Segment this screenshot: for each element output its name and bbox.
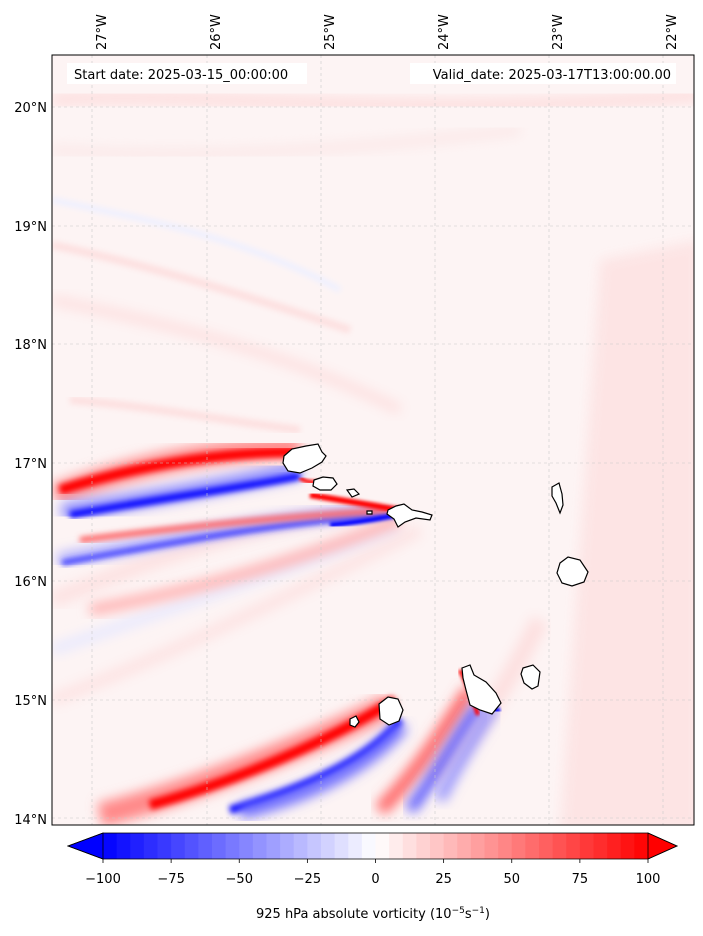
map-gridlines [52, 55, 694, 825]
colorbar-segment [430, 833, 445, 859]
colorbar-tick-label: −50 [226, 872, 253, 887]
colorbar-segment [116, 833, 131, 859]
colorbar-segment [252, 833, 267, 859]
lon-tick-23w: 23°W [551, 14, 566, 50]
colorbar-ticks: −100 −75 −50 −25 0 25 50 75 100 [85, 859, 660, 887]
coastlines [282, 443, 589, 728]
colorbar-segment [539, 833, 554, 859]
lon-tick-27w: 27°W [95, 14, 110, 50]
colorbar-label-end: ) [485, 907, 490, 922]
colorbar-tick-label: 0 [371, 872, 379, 887]
colorbar-max-extension [647, 832, 678, 860]
colorbar-segment [198, 833, 213, 859]
lat-tick-17n: 17°N [14, 457, 47, 472]
island-maio [520, 664, 541, 690]
lon-tick-25w: 25°W [323, 14, 338, 50]
colorbar-segment [620, 833, 635, 859]
colorbar-segment [266, 833, 281, 859]
colorbar-segment [334, 833, 349, 859]
lat-tick-15n: 15°N [14, 694, 47, 709]
colorbar-segment [470, 833, 485, 859]
colorbar-label-mid: s [465, 907, 472, 922]
start-date-box [67, 63, 307, 84]
colorbar-segment [375, 833, 390, 859]
colorbar-segment [348, 833, 363, 859]
colorbar-segment [157, 833, 172, 859]
island-sao-vicente [312, 476, 338, 491]
island-sal [551, 482, 564, 515]
colorbar-segment [280, 833, 295, 859]
lat-tick-19n: 19°N [14, 220, 47, 235]
colorbar-label-main: 925 hPa absolute vorticity (10 [256, 907, 452, 922]
southern-island-wake [97, 669, 501, 825]
colorbar-segment [212, 833, 227, 859]
colorbar-segment [361, 833, 376, 859]
island-santiago [461, 664, 502, 715]
lon-tick-22w: 22°W [665, 14, 680, 50]
lon-tick-24w: 24°W [437, 14, 452, 50]
colorbar-segment [416, 833, 431, 859]
island-fogo [378, 696, 404, 726]
colorbar-tick-label: −25 [294, 872, 321, 887]
colorbar-segment [552, 833, 567, 859]
colorbar-tick-label: 25 [435, 872, 452, 887]
colorbar-segment [389, 833, 404, 859]
colorbar-segment [457, 833, 472, 859]
colorbar-tick-label: 75 [572, 872, 589, 887]
colorbar-label: 925 hPa absolute vorticity (10−5s−1) [256, 906, 490, 922]
colorbar-segment [307, 833, 322, 859]
colorbar-segment [143, 833, 158, 859]
lat-tick-20n: 20°N [14, 101, 47, 116]
island-sao-nicolau [386, 503, 433, 528]
colorbar-segment [321, 833, 336, 859]
colorbar-segment [607, 833, 622, 859]
colorbar-segment [634, 833, 649, 859]
colorbar-segment [579, 833, 594, 859]
colorbar-segment [130, 833, 145, 859]
island-sao-nicolau-islet [366, 510, 373, 515]
colorbar-segment [225, 833, 240, 859]
island-brava [349, 715, 360, 728]
colorbar-segments [103, 833, 649, 859]
colorbar-tick-label: 50 [503, 872, 520, 887]
start-date-label: Start date: 2025-03-15_00:00:00 [74, 68, 288, 83]
lat-tick-14n: 14°N [14, 813, 47, 828]
lon-tick-26w: 26°W [209, 14, 224, 50]
map-panel [51, 54, 695, 826]
colorbar-segment [103, 833, 118, 859]
colorbar-segment [566, 833, 581, 859]
colorbar-segment [402, 833, 417, 859]
island-santo-antao [282, 443, 327, 474]
colorbar-label-exp1: −5 [452, 906, 465, 916]
colorbar-segment [293, 833, 308, 859]
colorbar-segment [525, 833, 540, 859]
colorbar-segment [239, 833, 254, 859]
colorbar-segment [171, 833, 186, 859]
longitude-ticks: 27°W 26°W 25°W 24°W 23°W 22°W [95, 14, 680, 50]
colorbar-segment [593, 833, 608, 859]
colorbar-label-exp2: −1 [472, 906, 485, 916]
latitude-ticks: 20°N 19°N 18°N 17°N 16°N 15°N 14°N [14, 101, 47, 828]
colorbar-segment [443, 833, 458, 859]
island-boa-vista [556, 556, 589, 587]
island-santa-luzia [345, 488, 361, 498]
colorbar-segment [484, 833, 499, 859]
colorbar-tick-label: 100 [636, 872, 661, 887]
colorbar-segment [184, 833, 199, 859]
colorbar-tick-label: −100 [85, 872, 121, 887]
colorbar-min-extension [66, 832, 104, 860]
colorbar: −100 −75 −50 −25 0 25 50 75 100 [66, 832, 678, 887]
valid-date-box [410, 63, 676, 84]
colorbar-segment [498, 833, 513, 859]
colorbar-segment [511, 833, 526, 859]
lat-tick-16n: 16°N [14, 575, 47, 590]
valid-date-label: Valid_date: 2025-03-17T13:00:00.00 [433, 68, 671, 83]
colorbar-tick-label: −75 [157, 872, 184, 887]
lat-tick-18n: 18°N [14, 338, 47, 353]
